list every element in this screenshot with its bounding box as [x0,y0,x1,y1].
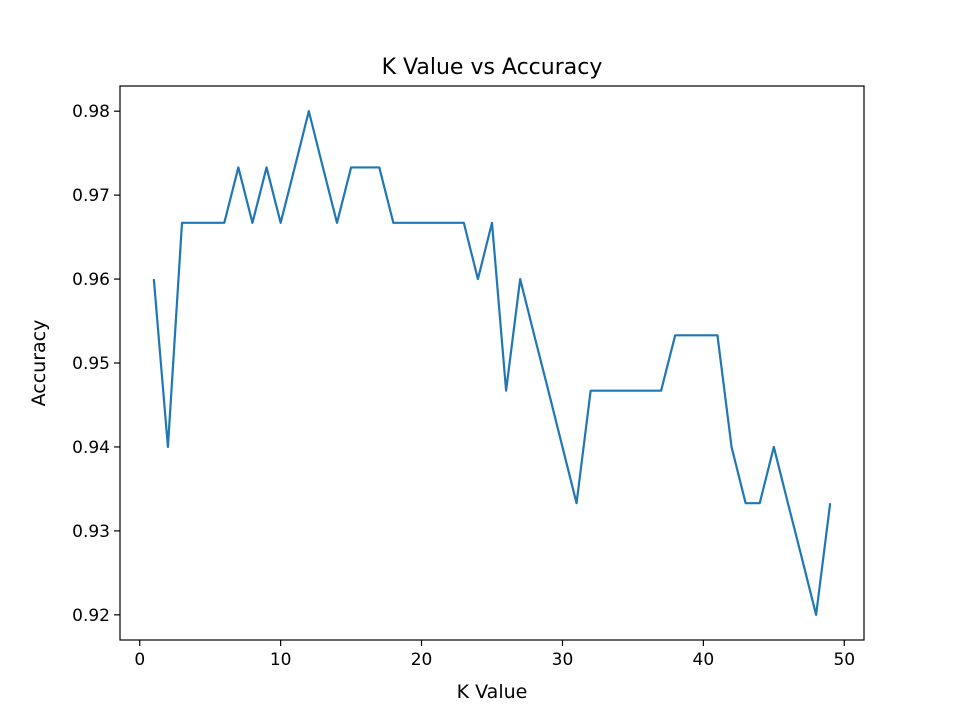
y-tick-label: 0.97 [72,186,110,206]
y-tick-label: 0.95 [72,354,110,374]
y-tick-label: 0.92 [72,606,110,626]
x-tick-label: 20 [411,650,433,670]
y-tick-label: 0.96 [72,270,110,290]
y-tick-label: 0.94 [72,438,110,458]
y-tick-label: 0.93 [72,522,110,542]
x-tick-label: 50 [833,650,855,670]
chart-title: K Value vs Accuracy [382,55,603,80]
series-line-accuracy [152,110,832,616]
x-axis-label: K Value [457,681,528,703]
plot-area [152,110,832,616]
x-tick-label: 0 [134,650,145,670]
x-tick-label: 40 [693,650,715,670]
y-axis-label: Accuracy [28,320,50,407]
y-tick-label: 0.98 [72,102,110,122]
x-tick-label: 10 [270,650,292,670]
x-tick-label: 30 [552,650,574,670]
